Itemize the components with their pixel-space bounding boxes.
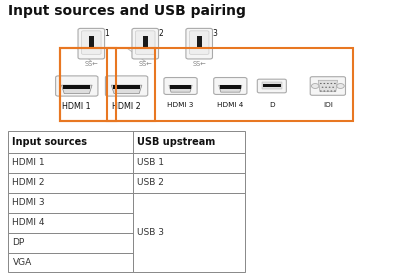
Bar <box>113 85 140 89</box>
Text: SS←: SS← <box>192 61 206 67</box>
FancyBboxPatch shape <box>164 78 197 94</box>
Text: USB upstream: USB upstream <box>137 137 215 147</box>
Text: HDMI 3: HDMI 3 <box>167 102 194 108</box>
Bar <box>170 85 191 89</box>
Bar <box>133 173 245 193</box>
Bar <box>220 85 241 89</box>
Text: D: D <box>269 102 275 108</box>
Circle shape <box>311 84 319 88</box>
FancyBboxPatch shape <box>132 28 159 59</box>
Text: HDMI 4: HDMI 4 <box>217 102 244 108</box>
FancyBboxPatch shape <box>214 78 247 94</box>
FancyBboxPatch shape <box>105 76 148 96</box>
FancyBboxPatch shape <box>56 76 98 96</box>
Bar <box>8 173 133 193</box>
Bar <box>133 153 245 173</box>
Circle shape <box>320 83 322 84</box>
Text: HDMI 4: HDMI 4 <box>12 218 45 227</box>
Text: HDMI 2: HDMI 2 <box>12 178 45 187</box>
Text: HDMI 1: HDMI 1 <box>63 102 91 111</box>
Bar <box>107 48 155 121</box>
Circle shape <box>337 84 344 88</box>
Text: HDMI 2: HDMI 2 <box>112 102 141 111</box>
Bar <box>8 193 133 213</box>
Text: HDMI 3: HDMI 3 <box>12 198 45 207</box>
Circle shape <box>327 83 329 84</box>
Text: Input sources: Input sources <box>12 137 88 147</box>
Text: Input sources and USB pairing: Input sources and USB pairing <box>8 4 246 18</box>
Circle shape <box>327 90 329 92</box>
Bar <box>8 153 133 173</box>
Polygon shape <box>111 85 142 94</box>
Polygon shape <box>169 85 192 92</box>
Circle shape <box>322 87 323 88</box>
Circle shape <box>332 87 334 88</box>
FancyBboxPatch shape <box>310 77 346 95</box>
Text: USB 1: USB 1 <box>137 158 164 167</box>
Text: SS←: SS← <box>84 61 98 67</box>
Bar <box>8 131 245 153</box>
Polygon shape <box>219 85 242 92</box>
Circle shape <box>334 83 336 84</box>
Text: SS←: SS← <box>138 61 152 67</box>
Text: DP: DP <box>12 238 25 247</box>
FancyBboxPatch shape <box>186 28 212 59</box>
Circle shape <box>323 90 325 92</box>
Bar <box>63 85 90 89</box>
Circle shape <box>323 83 325 84</box>
FancyBboxPatch shape <box>81 31 101 54</box>
Circle shape <box>329 87 330 88</box>
Bar <box>8 213 133 233</box>
Bar <box>143 36 148 49</box>
Bar <box>60 48 116 121</box>
FancyBboxPatch shape <box>189 31 209 54</box>
Bar <box>60 48 353 121</box>
Circle shape <box>330 90 332 92</box>
Bar <box>197 36 202 49</box>
Circle shape <box>325 87 327 88</box>
Bar <box>8 253 133 272</box>
Circle shape <box>330 83 332 84</box>
FancyBboxPatch shape <box>257 79 286 93</box>
Text: USB 3: USB 3 <box>137 228 164 237</box>
Text: USB 2: USB 2 <box>137 178 164 187</box>
Text: HDMI 1: HDMI 1 <box>12 158 45 167</box>
Circle shape <box>334 90 336 92</box>
Bar <box>8 233 133 253</box>
Circle shape <box>320 90 322 92</box>
Bar <box>89 36 94 49</box>
Bar <box>262 82 282 89</box>
FancyBboxPatch shape <box>135 31 155 54</box>
Polygon shape <box>318 80 337 92</box>
Text: VGA: VGA <box>12 258 32 267</box>
Bar <box>133 193 245 272</box>
Text: 1: 1 <box>105 29 109 38</box>
Text: 3: 3 <box>212 29 217 38</box>
Text: IOI: IOI <box>323 102 333 108</box>
Bar <box>263 84 281 87</box>
FancyBboxPatch shape <box>78 28 105 59</box>
Polygon shape <box>61 85 92 94</box>
Text: 2: 2 <box>159 29 163 38</box>
